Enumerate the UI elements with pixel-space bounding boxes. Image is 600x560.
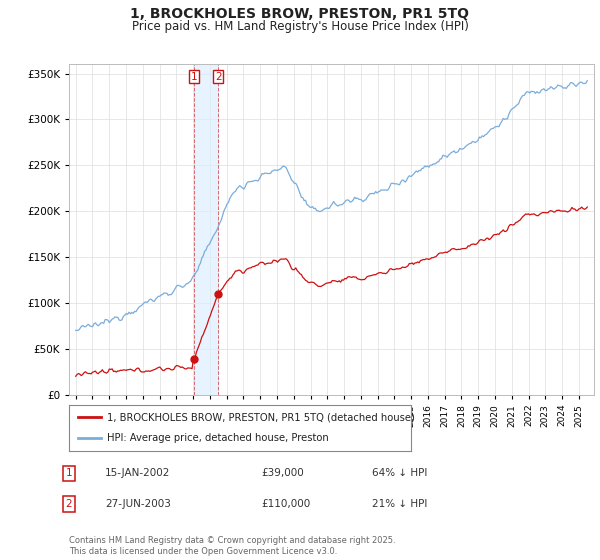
- Text: 1: 1: [190, 72, 197, 82]
- Text: HPI: Average price, detached house, Preston: HPI: Average price, detached house, Pres…: [107, 433, 328, 444]
- Text: 64% ↓ HPI: 64% ↓ HPI: [372, 468, 427, 478]
- Text: 1: 1: [65, 468, 73, 478]
- Text: £39,000: £39,000: [261, 468, 304, 478]
- Text: 1, BROCKHOLES BROW, PRESTON, PR1 5TQ (detached house): 1, BROCKHOLES BROW, PRESTON, PR1 5TQ (de…: [107, 412, 415, 422]
- Text: 27-JUN-2003: 27-JUN-2003: [105, 499, 171, 509]
- Bar: [194, 64, 218, 395]
- Text: 15-JAN-2002: 15-JAN-2002: [105, 468, 170, 478]
- Text: Price paid vs. HM Land Registry's House Price Index (HPI): Price paid vs. HM Land Registry's House …: [131, 20, 469, 32]
- Text: Contains HM Land Registry data © Crown copyright and database right 2025.
This d: Contains HM Land Registry data © Crown c…: [69, 536, 395, 556]
- Text: 2: 2: [65, 499, 73, 509]
- Text: £110,000: £110,000: [261, 499, 310, 509]
- Text: 1, BROCKHOLES BROW, PRESTON, PR1 5TQ: 1, BROCKHOLES BROW, PRESTON, PR1 5TQ: [131, 7, 470, 21]
- Text: 2: 2: [215, 72, 221, 82]
- Text: 21% ↓ HPI: 21% ↓ HPI: [372, 499, 427, 509]
